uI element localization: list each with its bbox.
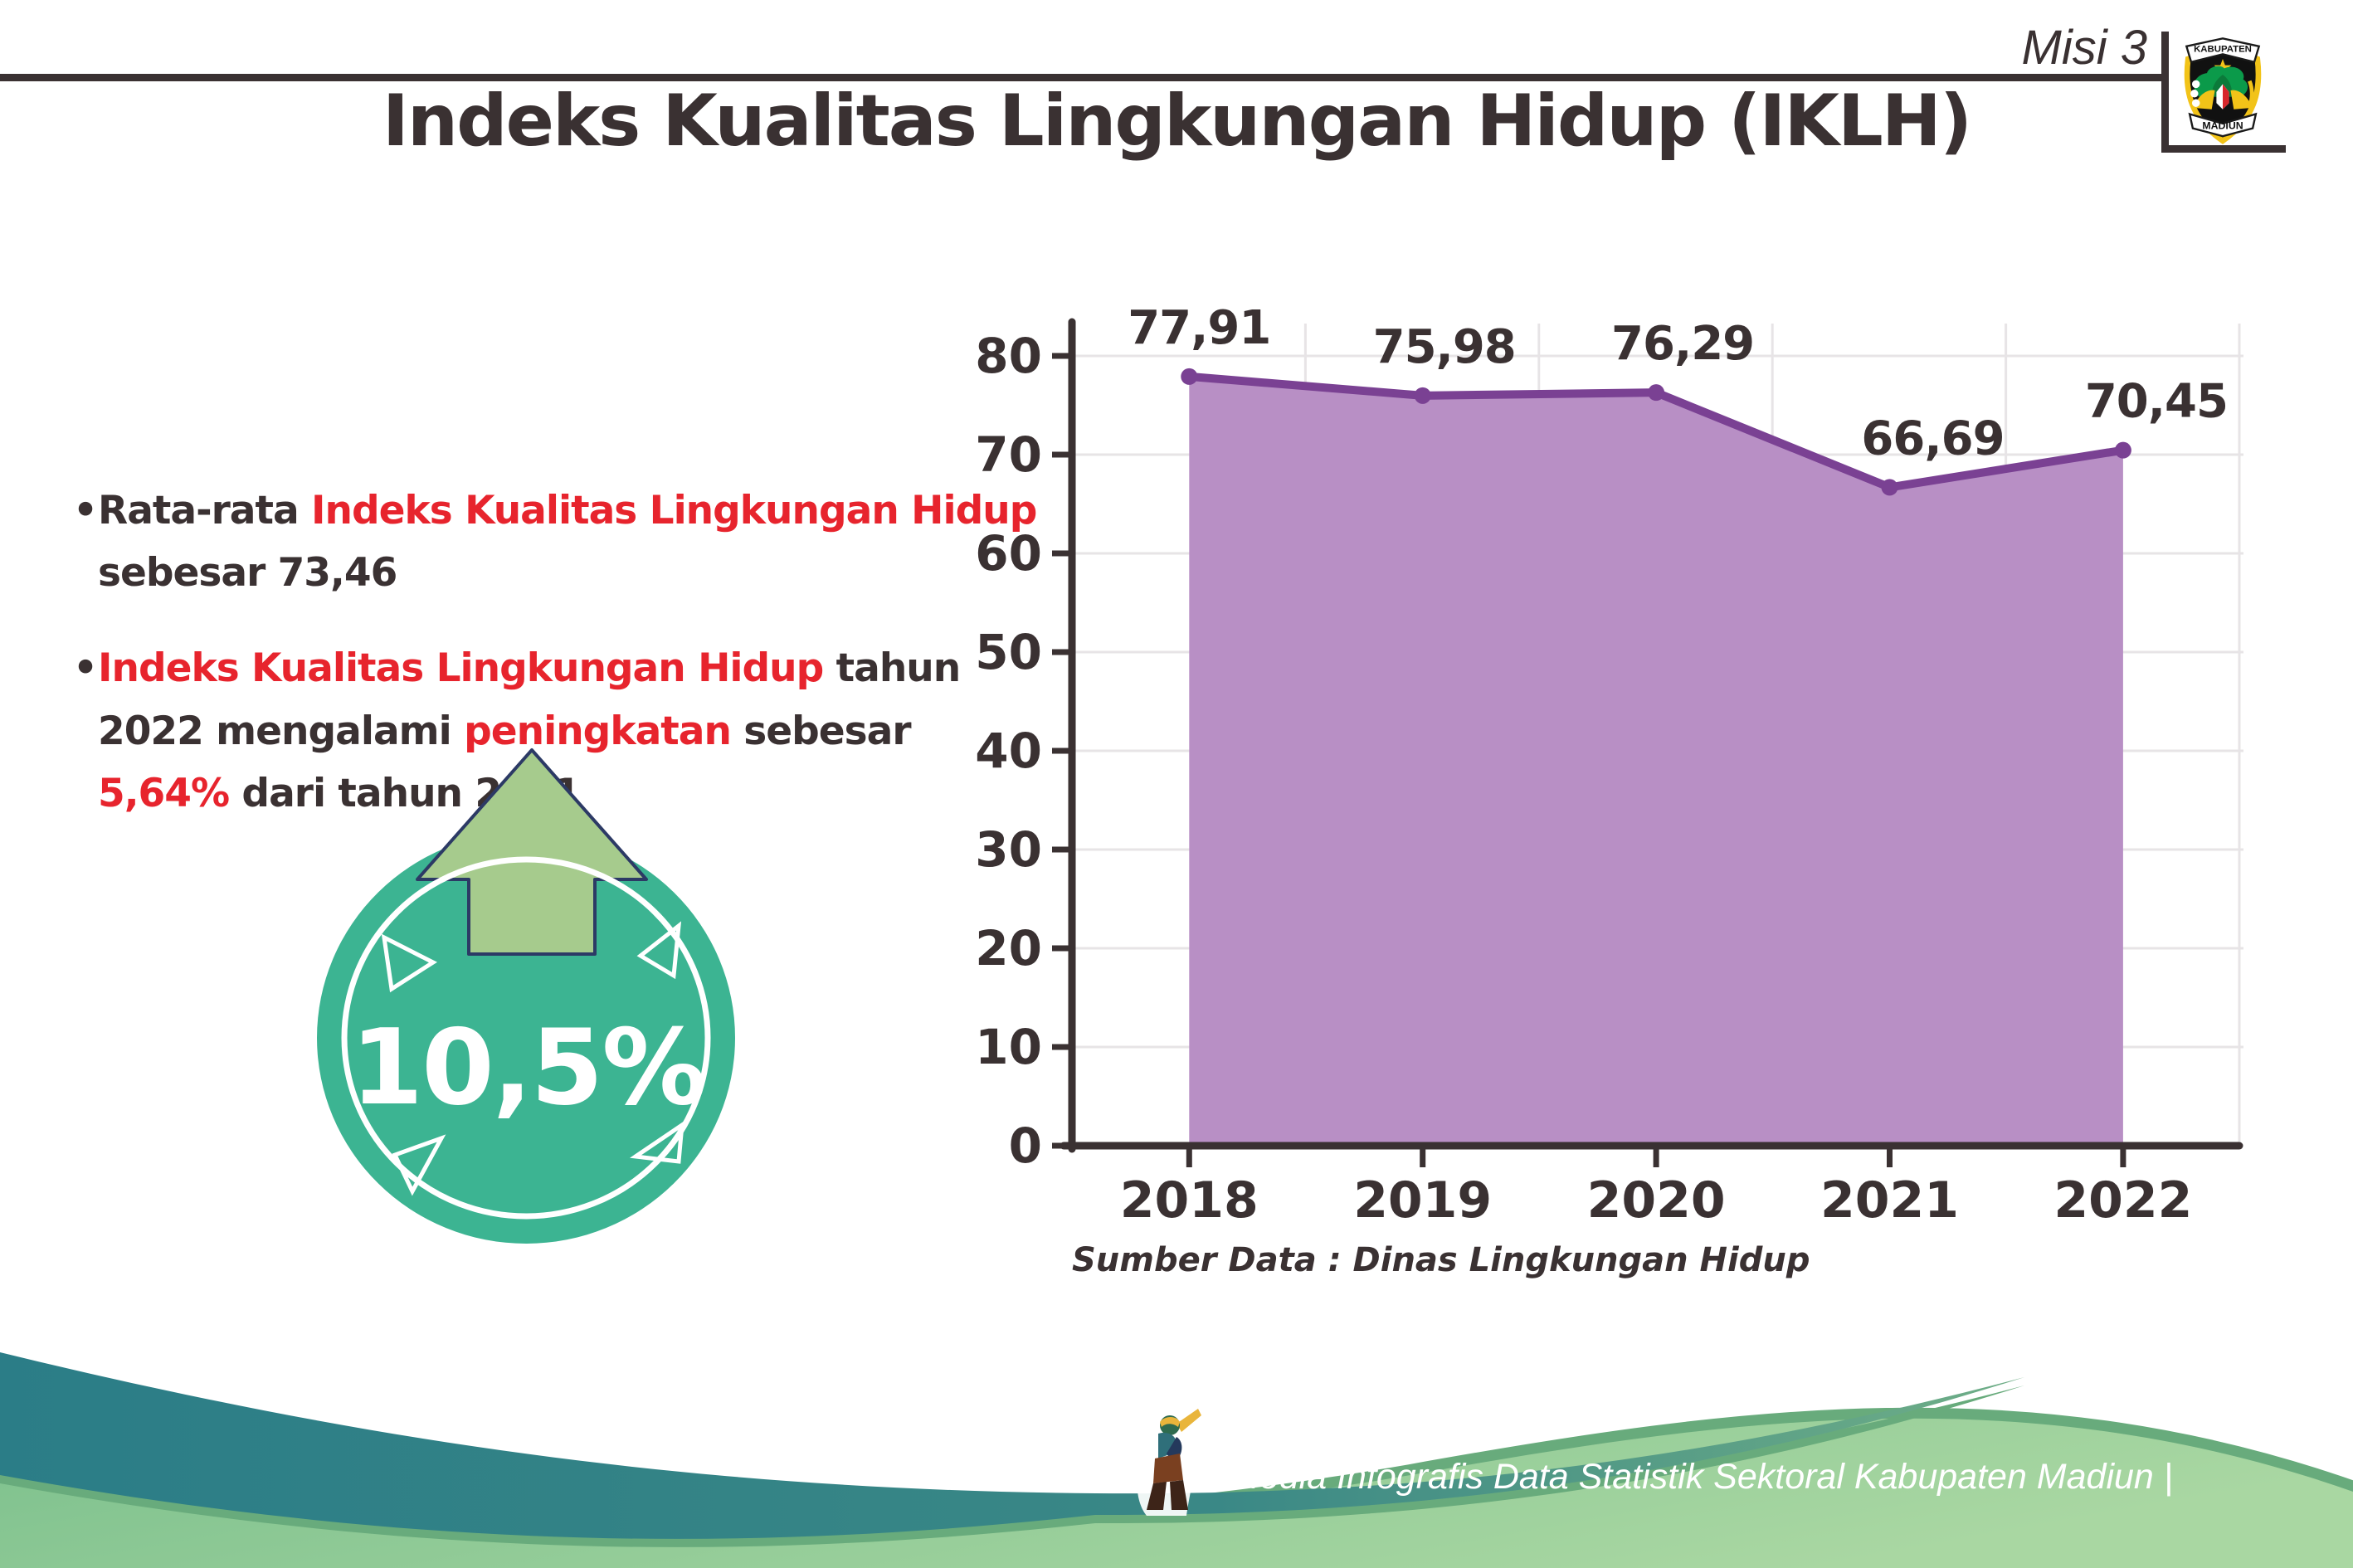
summary-bullets: • Rata-rata Indeks Kualitas Lingkungan Hi… [73, 480, 1048, 858]
mascot-skirt [1153, 1454, 1183, 1483]
badge-value: 10,5% [350, 1006, 704, 1128]
y-tick-label: 0 [1009, 1118, 1042, 1174]
data-point-2020 [1648, 384, 1665, 402]
data-point-2021 [1881, 479, 1898, 496]
y-tick-label: 30 [975, 821, 1042, 878]
chart-source: Sumber Data : Dinas Lingkungan Hidup [1072, 1241, 1810, 1279]
y-tick-label: 10 [975, 1019, 1042, 1075]
y-tick-label: 60 [975, 525, 1042, 582]
data-label-2021: 66,69 [1861, 411, 2004, 465]
x-tick-label: 2019 [1353, 1171, 1492, 1230]
bullet-text-segment: tahun 2022 mengalami [98, 645, 961, 754]
badge-spark-triangle-3 [392, 1134, 446, 1196]
logo-cotton-2 [2190, 90, 2199, 98]
badge-circle [317, 832, 735, 1244]
logo-cotton-1 [2191, 80, 2200, 89]
logo-bracket-horizontal [2161, 145, 2286, 153]
badge-spark-triangle-1 [381, 933, 438, 993]
data-point-2019 [1414, 387, 1431, 404]
bullet-text-segment: Indeks Kualitas Lingkungan Hidup [98, 645, 824, 692]
footer-wave-decoration [0, 1352, 2353, 1568]
y-tick-label: 40 [975, 723, 1042, 779]
data-point-2018 [1181, 368, 1198, 385]
logo-bracket-vertical [2161, 32, 2169, 153]
y-tick-label: 80 [975, 328, 1042, 384]
bullet-text-segment: peningkatan [464, 708, 732, 754]
badge-spark-triangle-4 [630, 1120, 684, 1164]
x-tick-label: 2018 [1120, 1171, 1259, 1230]
bullet-text-segment: Indeks Kualitas Lingkungan Hidup [311, 488, 1037, 533]
mascot-raised-arm [1176, 1409, 1201, 1432]
bullet-dot-icon: • [73, 645, 98, 692]
y-tick-label: 50 [975, 624, 1042, 680]
mascot-headband [1160, 1417, 1180, 1427]
logo-top-text: KABUPATEN [2194, 44, 2252, 54]
x-tick-label: 2020 [1587, 1171, 1726, 1230]
wave-teal [0, 1352, 2024, 1539]
area-fill [1189, 376, 2123, 1147]
page-title: Indeks Kualitas Lingkungan Hidup (IKLH) [382, 80, 1972, 163]
logo-wing-right [2230, 90, 2253, 110]
kabupaten-madiun-logo: KABUPATEN MADIUN [2184, 37, 2262, 144]
logo-bottom-text: MADIUN [2202, 120, 2243, 132]
increase-badge: 10,5% [317, 748, 735, 1244]
data-label-2020: 76,29 [1611, 317, 1754, 371]
x-tick-label: 2021 [1820, 1171, 1959, 1230]
logo-center-shield-red [2223, 84, 2229, 110]
bullet-item-1: • Rata-rata Indeks Kualitas Lingkungan Hi… [73, 480, 1048, 604]
data-label-2018: 77,91 [1128, 301, 1270, 355]
footer-caption: Media Infografis Data Statistik Sektoral… [1230, 1457, 2173, 1497]
bullet-dot-icon: • [73, 488, 98, 533]
statistics-mascot [1137, 1406, 1206, 1516]
bullet-text-segment: Rata-rata [98, 488, 312, 533]
data-point-2022 [2114, 441, 2131, 459]
header-rule [0, 74, 2167, 81]
mascot-leg-right [1170, 1480, 1188, 1510]
bullet-text-segment: sebesar [730, 708, 911, 754]
badge-spark-triangle-2 [636, 921, 682, 980]
badge-inner-ring [341, 856, 711, 1220]
data-label-2019: 75,98 [1373, 320, 1516, 374]
misi-label: Misi 3 [2021, 21, 2147, 75]
arrow-up-icon [416, 748, 648, 956]
mascot-leg-left [1147, 1482, 1167, 1510]
logo-bottom-ribbon [2188, 112, 2258, 138]
logo-paddy [2248, 80, 2254, 107]
bullet-text-segment: sebesar 73,46 [98, 550, 397, 597]
logo-cotton-3 [2191, 99, 2200, 107]
data-label-2022: 70,45 [2085, 375, 2228, 429]
bullet-text-segment: 5,64% [98, 770, 230, 816]
y-tick-label: 70 [975, 426, 1042, 483]
y-tick-label: 20 [975, 920, 1042, 976]
x-tick-label: 2022 [2053, 1171, 2192, 1230]
iklh-area-chart: 0 10 20 30 40 50 60 70 80 2018 2019 2020 2021 2022 77,… [975, 301, 2243, 1230]
logo-top-ribbon [2185, 37, 2261, 64]
